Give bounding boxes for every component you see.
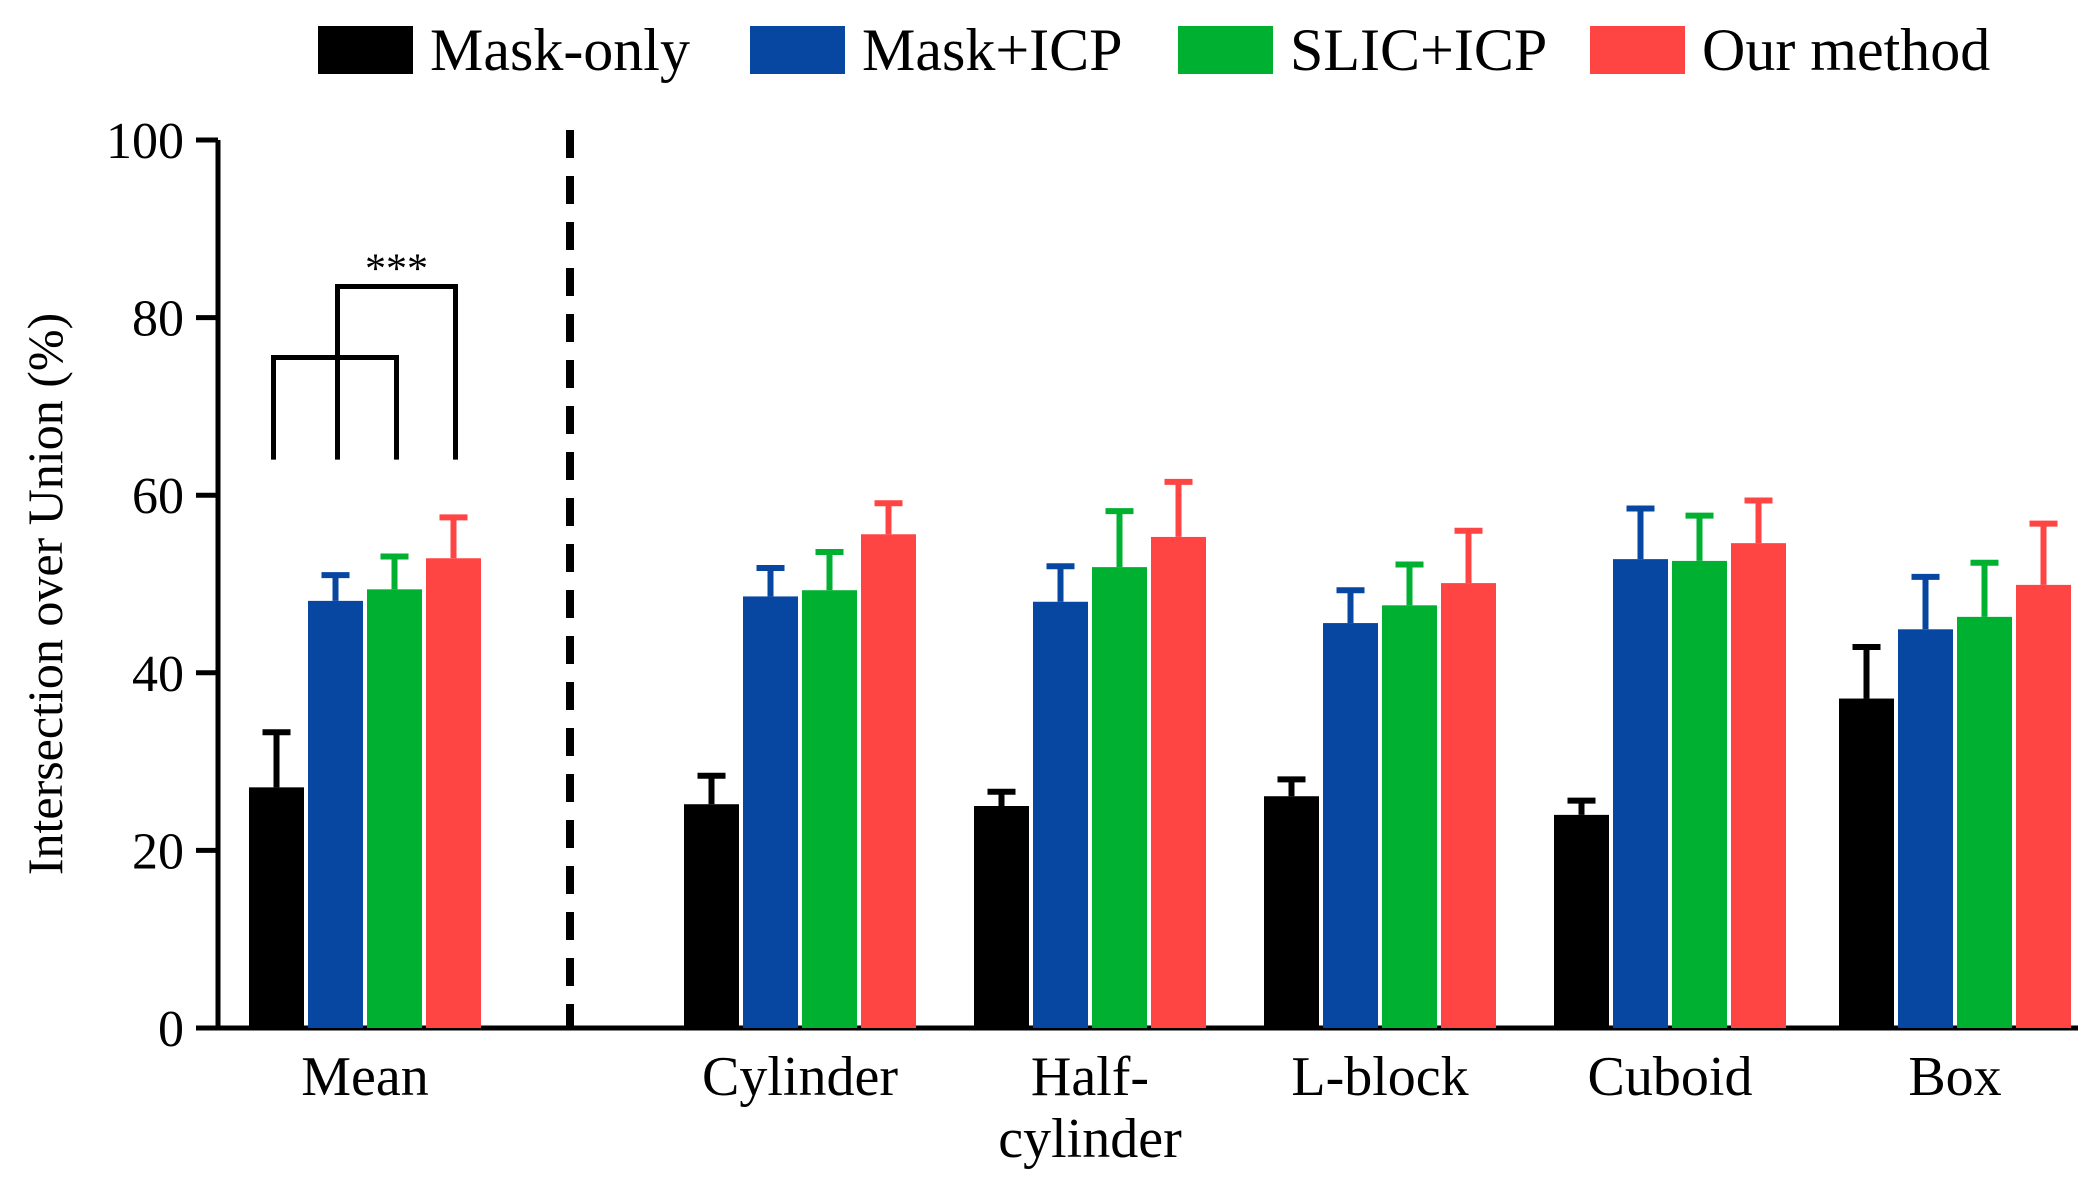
bar	[2016, 584, 2071, 1028]
legend-item-mask-icp: Mask+ICP	[750, 17, 1123, 83]
bars	[249, 478, 2071, 1028]
bar	[1554, 814, 1609, 1028]
legend: Mask-only Mask+ICP SLIC+ICP Our method	[318, 17, 1990, 83]
x-category-label: L-block	[1291, 1046, 1468, 1108]
legend-item-slic-icp: SLIC+ICP	[1178, 17, 1547, 83]
y-axis: 0 20 40 60 80 100 Intersection over Union (%)	[17, 113, 221, 1058]
y-tick-label: 80	[132, 291, 184, 348]
legend-swatch	[1178, 26, 1273, 74]
bar	[1092, 567, 1147, 1028]
bar	[1898, 629, 1953, 1028]
x-category-label: Cuboid	[1588, 1046, 1753, 1108]
x-category-label: Half-cylinder	[998, 1046, 1182, 1170]
bar	[1151, 536, 1206, 1028]
y-tick-label: 100	[106, 113, 184, 170]
bar	[367, 589, 422, 1028]
y-tick-label: 60	[132, 468, 184, 525]
bar	[1264, 796, 1319, 1028]
y-tick-label: 20	[132, 823, 184, 880]
bar	[1839, 698, 1894, 1028]
legend-label: Mask-only	[430, 17, 690, 83]
bar	[1731, 543, 1786, 1028]
bar	[1672, 560, 1727, 1028]
significance-label: ***	[365, 247, 428, 293]
legend-swatch	[750, 26, 845, 74]
bar	[1613, 559, 1668, 1028]
bar	[249, 787, 304, 1028]
bar	[1441, 583, 1496, 1028]
legend-label: Mask+ICP	[862, 17, 1123, 83]
legend-swatch	[318, 26, 413, 74]
bar	[1033, 601, 1088, 1028]
significance-bracket	[335, 284, 458, 460]
annotations: ***	[271, 247, 458, 460]
bar	[802, 590, 857, 1028]
y-tick-label: 0	[158, 1001, 184, 1058]
legend-item-our-method: Our method	[1590, 17, 1990, 83]
x-category-label: Cylinder	[702, 1046, 898, 1108]
bar	[974, 806, 1029, 1028]
y-axis-label: Intersection over Union (%)	[17, 313, 73, 875]
y-tick-label: 40	[132, 646, 184, 703]
x-category-label: Box	[1908, 1046, 2001, 1108]
legend-label: Our method	[1702, 17, 1990, 83]
legend-swatch	[1590, 26, 1685, 74]
x-axis: Mean Cylinder Half-cylinder L-block Cuboid Bo…	[216, 130, 2078, 1170]
bar	[1323, 623, 1378, 1028]
x-category-label: Mean	[301, 1046, 429, 1108]
bar	[1382, 605, 1437, 1028]
legend-item-mask-only: Mask-only	[318, 17, 690, 83]
bar	[743, 596, 798, 1028]
bar	[861, 534, 916, 1028]
bar	[308, 600, 363, 1028]
bar	[1957, 616, 2012, 1028]
bar	[426, 558, 481, 1028]
legend-label: SLIC+ICP	[1290, 17, 1547, 83]
bar	[684, 804, 739, 1028]
